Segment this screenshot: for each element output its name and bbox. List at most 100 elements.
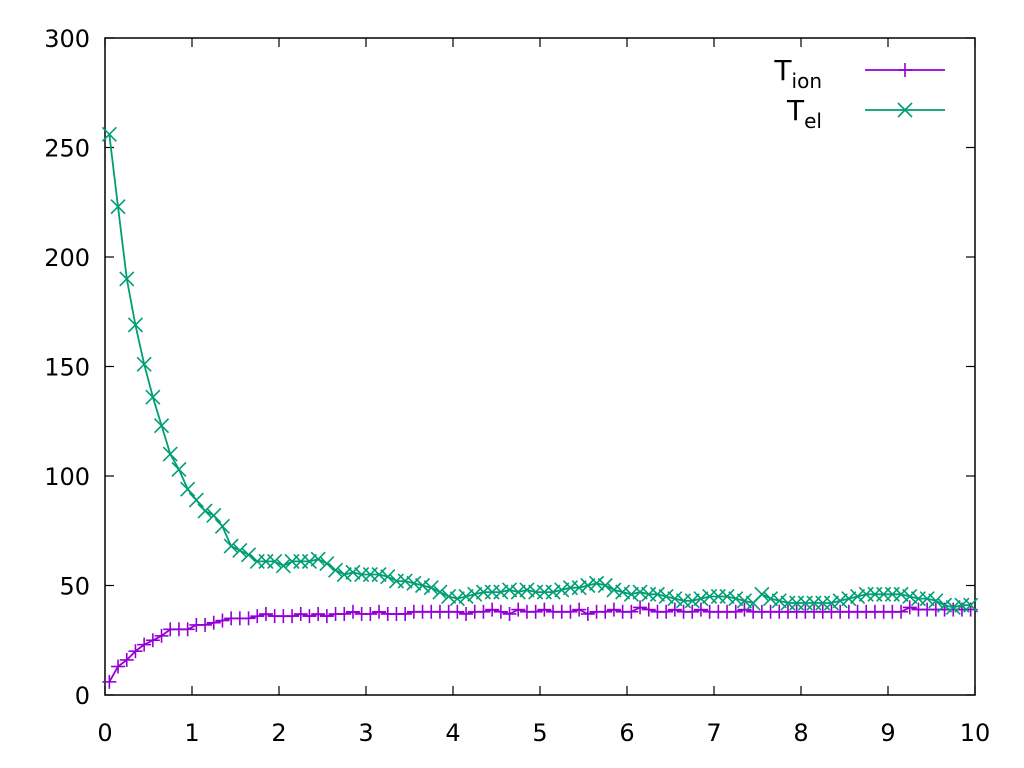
data-point-t-el-d2 (823, 595, 840, 611)
data-point-t-el (719, 588, 735, 605)
data-point-t-el-d2 (736, 593, 753, 609)
data-point-t-el (519, 582, 535, 598)
data-point-t-el-d2 (275, 558, 291, 574)
data-point-t-el-d2 (336, 566, 352, 583)
data-point-t-el-d2 (519, 582, 535, 598)
data-point-t-ion (459, 606, 474, 621)
x-tick-label: 0 (97, 719, 112, 747)
data-point-t-el-d2 (188, 492, 204, 508)
data-point-t-el (588, 575, 605, 591)
data-point-t-el (736, 593, 753, 609)
data-point-t-ion (102, 674, 117, 689)
data-point-t-el (615, 584, 631, 600)
data-point-t-el-d2 (206, 507, 222, 523)
data-point-t-el (919, 591, 935, 607)
data-point-t-el (119, 271, 135, 287)
data-point-t-el-d2 (432, 584, 448, 600)
data-point-t-ion (363, 606, 378, 621)
data-point-t-el-d2 (310, 551, 326, 567)
data-point-t-el (841, 591, 857, 607)
data-point-t-ion (894, 604, 909, 619)
y-tick-label: 250 (44, 135, 90, 163)
data-point-t-ion (580, 606, 595, 621)
series-group (101, 126, 979, 689)
data-point-t-el (275, 558, 291, 574)
data-point-t-el (597, 577, 613, 594)
data-point-t-el-d2 (119, 271, 135, 287)
data-point-t-el (110, 199, 126, 215)
data-point-t-el-d2 (902, 588, 918, 605)
x-tick-label: 3 (358, 719, 373, 747)
data-point-t-ion (693, 602, 708, 617)
data-point-t-el-d2 (171, 461, 187, 477)
data-point-t-el-d2 (623, 586, 639, 602)
data-point-t-el-d2 (597, 577, 613, 594)
data-point-t-el (632, 584, 648, 600)
data-point-t-el-d2 (849, 588, 866, 605)
data-point-t-ion (137, 637, 152, 652)
legend-label-main: T (786, 94, 805, 127)
data-point-t-el (310, 551, 326, 567)
data-point-t-el (728, 591, 744, 607)
data-point-t-el (832, 593, 848, 609)
data-point-t-ion (641, 602, 656, 617)
data-point-t-el (684, 593, 700, 609)
data-point-t-el-d2 (180, 481, 196, 497)
data-point-t-el (693, 591, 709, 607)
data-point-t-el (406, 575, 422, 591)
data-point-t-el (380, 569, 396, 585)
data-point-t-el (240, 547, 257, 563)
data-point-t-ion (302, 609, 317, 624)
y-tick-label: 0 (75, 682, 90, 710)
legend-marker-t-el-d2 (897, 102, 913, 118)
data-point-t-el (606, 582, 622, 598)
data-point-t-el-d2 (728, 591, 744, 607)
data-point-t-el-d2 (162, 446, 178, 462)
legend-marker-t-el (897, 102, 913, 118)
data-point-t-ion (633, 600, 648, 615)
data-point-t-el-d2 (554, 582, 570, 598)
data-point-t-el (893, 586, 909, 602)
data-point-t-el-d2 (301, 553, 318, 569)
data-point-t-el (554, 582, 570, 598)
data-point-t-el (267, 553, 283, 569)
x-tick-label: 5 (532, 719, 547, 747)
data-point-t-el-d2 (371, 566, 387, 583)
data-point-t-el (623, 586, 639, 602)
data-point-t-el-d2 (928, 593, 944, 609)
data-point-t-el-d2 (153, 418, 170, 434)
data-point-t-el-d2 (423, 580, 439, 596)
data-point-t-el (580, 577, 596, 594)
data-point-t-el-d2 (762, 591, 779, 607)
data-point-t-el-d2 (963, 597, 979, 613)
data-point-t-el (345, 564, 361, 580)
data-point-t-ion (493, 604, 508, 619)
y-tick-label: 200 (44, 244, 90, 272)
legend-label-t-el: Tel (786, 94, 822, 133)
y-tick-label: 50 (59, 573, 90, 601)
data-point-t-ion (145, 633, 160, 648)
data-point-t-ion (476, 604, 491, 619)
data-point-t-el (301, 553, 318, 569)
data-point-t-el (510, 584, 526, 600)
data-point-t-el (762, 591, 779, 607)
data-point-t-el (206, 507, 222, 523)
data-point-t-el-d2 (571, 580, 587, 596)
axis-ticks (104, 37, 976, 696)
data-point-t-el-d2 (919, 591, 935, 607)
data-point-t-el (101, 126, 117, 142)
data-point-t-el-d2 (719, 588, 735, 605)
data-point-t-ion (198, 617, 213, 632)
data-point-t-ion (398, 606, 413, 621)
data-point-t-el (849, 588, 866, 605)
data-point-t-ion (624, 604, 639, 619)
data-point-t-el-d2 (510, 584, 526, 600)
y-tick-labels: 0 50 100 150 200 250 300 (44, 25, 90, 710)
data-point-t-el-d2 (110, 199, 126, 215)
data-point-t-ion (902, 600, 917, 615)
data-point-t-ion (337, 606, 352, 621)
data-point-t-el-d2 (606, 582, 622, 598)
data-point-t-ion (180, 622, 195, 637)
